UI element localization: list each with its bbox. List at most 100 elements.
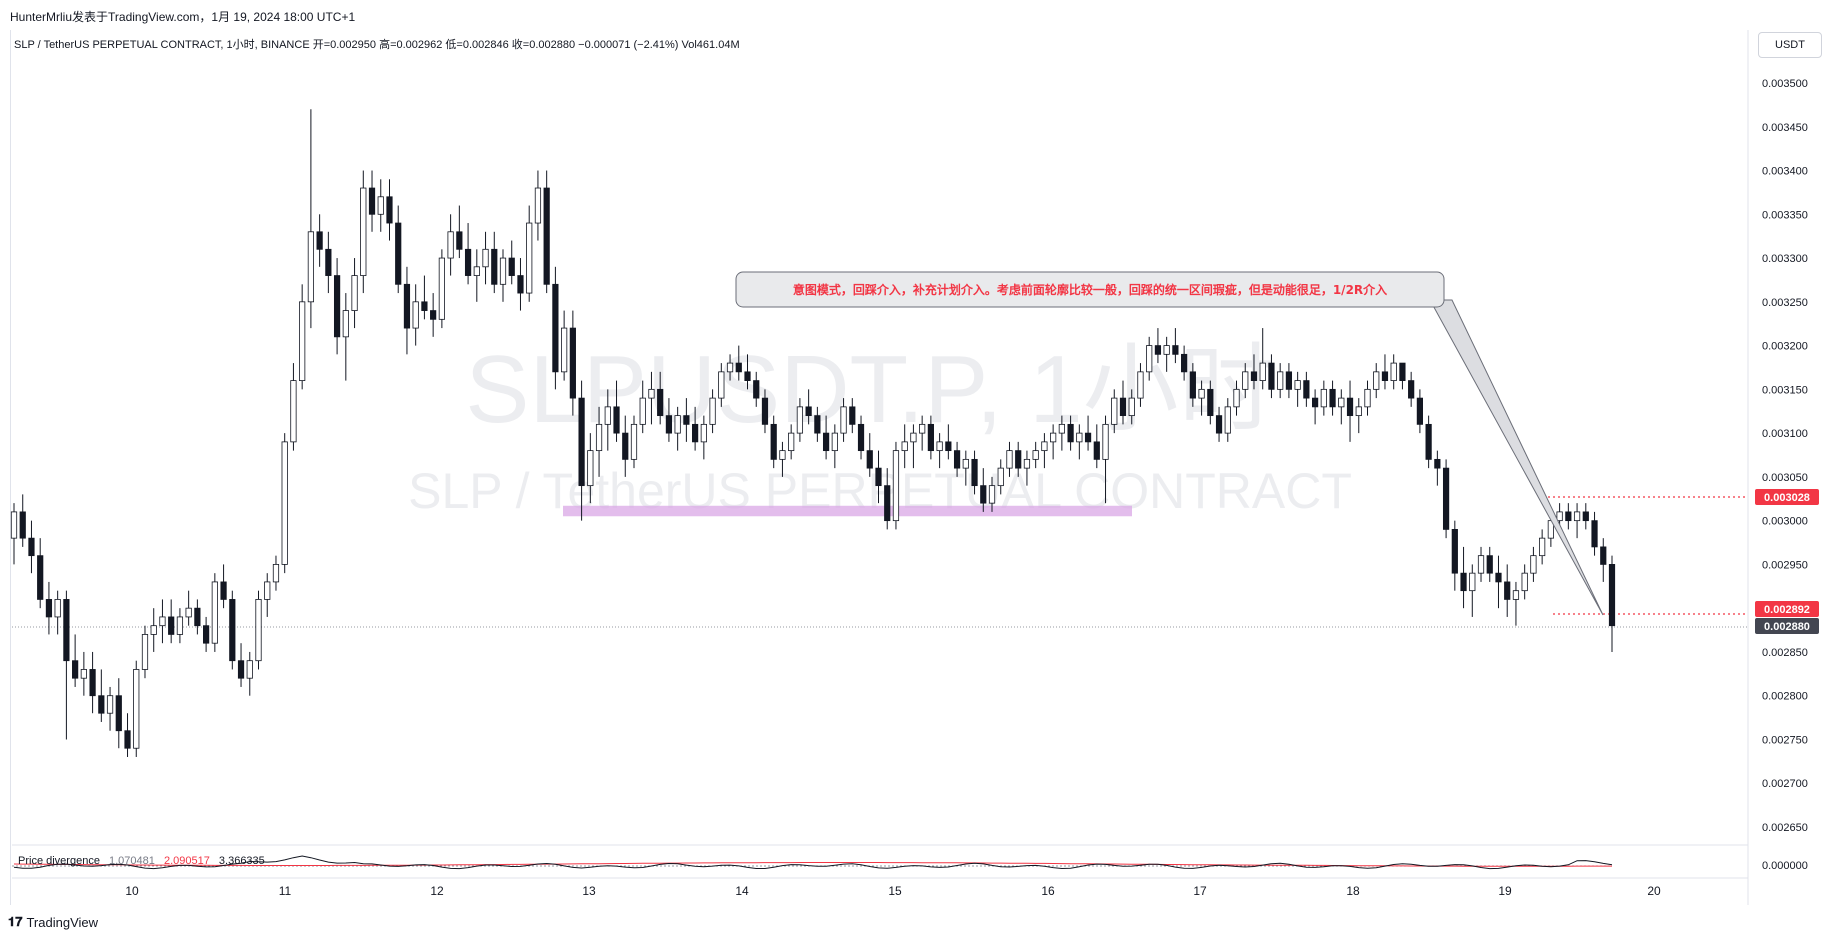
candle bbox=[360, 170, 367, 294]
candle bbox=[333, 258, 341, 355]
candle-body bbox=[176, 616, 184, 635]
candle-body bbox=[1442, 467, 1450, 530]
annotation-callout[interactable] bbox=[735, 271, 1445, 308]
candle-body bbox=[333, 275, 341, 338]
candle-body bbox=[692, 423, 699, 443]
candle-body bbox=[1058, 423, 1065, 434]
candle-body bbox=[98, 695, 105, 714]
candle bbox=[194, 599, 201, 635]
candle-body bbox=[543, 187, 550, 285]
candle bbox=[1565, 503, 1572, 530]
last-price-label: 0.002880 bbox=[1764, 621, 1810, 633]
candle bbox=[395, 205, 402, 294]
candle bbox=[578, 380, 585, 521]
candle-body bbox=[770, 423, 777, 460]
x-tick-label: 14 bbox=[735, 884, 749, 898]
candle bbox=[237, 643, 245, 687]
candle-body bbox=[159, 616, 166, 627]
candle-body bbox=[927, 423, 934, 452]
candle-body bbox=[1329, 388, 1336, 408]
candle-body bbox=[1259, 362, 1266, 381]
candle-body bbox=[194, 607, 201, 627]
indicator-name: Price divergence bbox=[18, 855, 100, 867]
candle bbox=[1093, 424, 1100, 469]
candle bbox=[744, 354, 751, 390]
candle bbox=[613, 380, 620, 442]
candle bbox=[770, 415, 777, 469]
candle-body bbox=[1041, 441, 1048, 452]
x-tick-label: 15 bbox=[888, 884, 902, 898]
candle bbox=[1119, 380, 1127, 425]
y-tick-label: 0.002850 bbox=[1762, 647, 1808, 659]
candle bbox=[185, 590, 192, 626]
y-tick-label: 0.003400 bbox=[1762, 166, 1808, 178]
candle bbox=[822, 415, 830, 460]
candle-body bbox=[115, 695, 122, 732]
candle-body bbox=[1050, 432, 1057, 443]
candle bbox=[683, 398, 690, 442]
candle-body bbox=[499, 257, 507, 285]
candle bbox=[595, 406, 603, 477]
candle-body bbox=[403, 283, 411, 329]
candle bbox=[220, 564, 227, 609]
candle-body bbox=[901, 441, 908, 452]
candle bbox=[1154, 328, 1162, 364]
candle bbox=[316, 214, 323, 267]
candle bbox=[150, 608, 157, 652]
candle bbox=[290, 363, 297, 451]
candle-body bbox=[1128, 397, 1135, 417]
candle bbox=[980, 468, 987, 512]
candle bbox=[526, 205, 533, 302]
candle bbox=[692, 406, 699, 451]
candle bbox=[89, 651, 96, 714]
y-tick-label: 0.003050 bbox=[1762, 472, 1808, 484]
indicator-legend[interactable]: Price divergence 1.070481 2.090517 3.366… bbox=[18, 855, 271, 867]
x-tick-label: 11 bbox=[279, 884, 292, 898]
candle bbox=[80, 651, 87, 696]
candle bbox=[1355, 398, 1362, 434]
candle-body bbox=[1023, 458, 1031, 469]
support-zone[interactable] bbox=[563, 505, 1132, 517]
candle-body bbox=[1146, 345, 1153, 373]
candle-body bbox=[753, 380, 760, 399]
candle-body bbox=[1242, 371, 1249, 390]
candle-body bbox=[1381, 371, 1389, 381]
candle bbox=[962, 450, 969, 486]
candle-body bbox=[1093, 441, 1100, 460]
candle bbox=[54, 590, 61, 635]
candle-body bbox=[1181, 353, 1188, 373]
candle-body bbox=[1338, 397, 1345, 408]
y-tick-label: 0.002700 bbox=[1762, 778, 1808, 790]
candle-body bbox=[988, 485, 996, 504]
candle-body bbox=[1425, 423, 1432, 460]
candle-body bbox=[866, 450, 873, 469]
candle bbox=[499, 249, 507, 302]
candle-body bbox=[997, 467, 1004, 487]
candle bbox=[1504, 564, 1511, 617]
candle bbox=[98, 669, 105, 722]
candle bbox=[72, 634, 79, 687]
candle bbox=[1111, 389, 1118, 434]
candle bbox=[1591, 511, 1598, 556]
candle-body bbox=[1530, 555, 1537, 574]
candle bbox=[1521, 564, 1528, 600]
candle-body bbox=[1189, 371, 1196, 399]
candle-body bbox=[54, 599, 61, 618]
candle-body bbox=[840, 406, 847, 434]
y-tick-label: 0.003250 bbox=[1762, 297, 1808, 309]
candle bbox=[1102, 415, 1109, 504]
candle-body bbox=[299, 301, 306, 381]
x-tick-label: 17 bbox=[1193, 884, 1207, 898]
candle-body bbox=[1539, 537, 1546, 557]
candle-body bbox=[1006, 450, 1013, 469]
candle bbox=[272, 555, 280, 591]
candle bbox=[141, 625, 149, 679]
candle bbox=[604, 389, 611, 451]
candle-body bbox=[1224, 406, 1231, 434]
candle bbox=[1032, 441, 1039, 469]
candle-body bbox=[1565, 511, 1572, 522]
candle-body bbox=[386, 196, 393, 224]
candle-body bbox=[325, 248, 332, 276]
currency-unit-button[interactable]: USDT bbox=[1758, 32, 1822, 58]
